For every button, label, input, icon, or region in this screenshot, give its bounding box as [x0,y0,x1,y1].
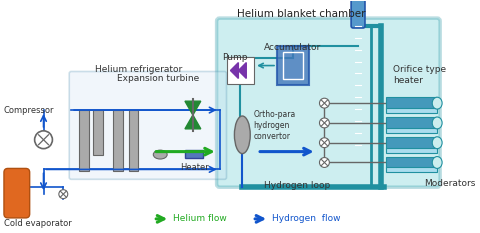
Bar [79,110,89,171]
Bar [386,117,437,129]
Text: Hydrogen loop: Hydrogen loop [264,181,330,190]
Circle shape [59,190,68,199]
Polygon shape [239,63,246,79]
Polygon shape [185,115,201,129]
Text: Moderators: Moderators [424,179,476,188]
Circle shape [320,118,329,128]
Circle shape [320,138,329,148]
Bar [277,46,309,85]
Ellipse shape [432,157,442,168]
Bar [93,110,103,154]
Ellipse shape [432,97,442,109]
Text: Pump: Pump [222,53,247,62]
Text: Helium flow: Helium flow [173,214,227,223]
Text: Cold evaporator: Cold evaporator [4,219,72,228]
Ellipse shape [153,150,167,159]
FancyBboxPatch shape [351,0,365,28]
Text: Accumulator: Accumulator [264,43,322,52]
Bar [283,52,303,79]
FancyBboxPatch shape [69,72,227,179]
Text: Ortho-para
hydrogen
convertor: Ortho-para hydrogen convertor [253,110,296,141]
Circle shape [320,98,329,108]
Text: Compressor: Compressor [4,106,54,115]
Circle shape [35,131,52,149]
Bar [386,128,437,133]
Bar [386,137,437,149]
Text: Hydrogen  flow: Hydrogen flow [272,214,340,223]
FancyBboxPatch shape [216,18,440,187]
Bar [113,110,123,171]
Ellipse shape [432,117,442,129]
Bar [386,97,437,109]
Ellipse shape [234,116,250,154]
Bar [386,148,437,153]
Polygon shape [230,63,239,79]
Text: Helium refrigerator: Helium refrigerator [95,65,182,74]
Text: Expansion turbine: Expansion turbine [117,75,199,83]
Bar [185,150,203,158]
Bar [386,157,437,168]
Bar [386,108,437,113]
Ellipse shape [432,137,442,149]
Text: heater: heater [393,76,422,86]
Bar [227,57,254,84]
Bar [386,168,437,172]
Circle shape [320,158,329,168]
Polygon shape [185,101,201,115]
Text: Heater: Heater [180,164,209,172]
Bar [129,110,138,171]
Text: Orifice type: Orifice type [393,65,446,74]
Text: Helium blanket chamber: Helium blanket chamber [238,9,366,19]
FancyBboxPatch shape [4,168,30,218]
